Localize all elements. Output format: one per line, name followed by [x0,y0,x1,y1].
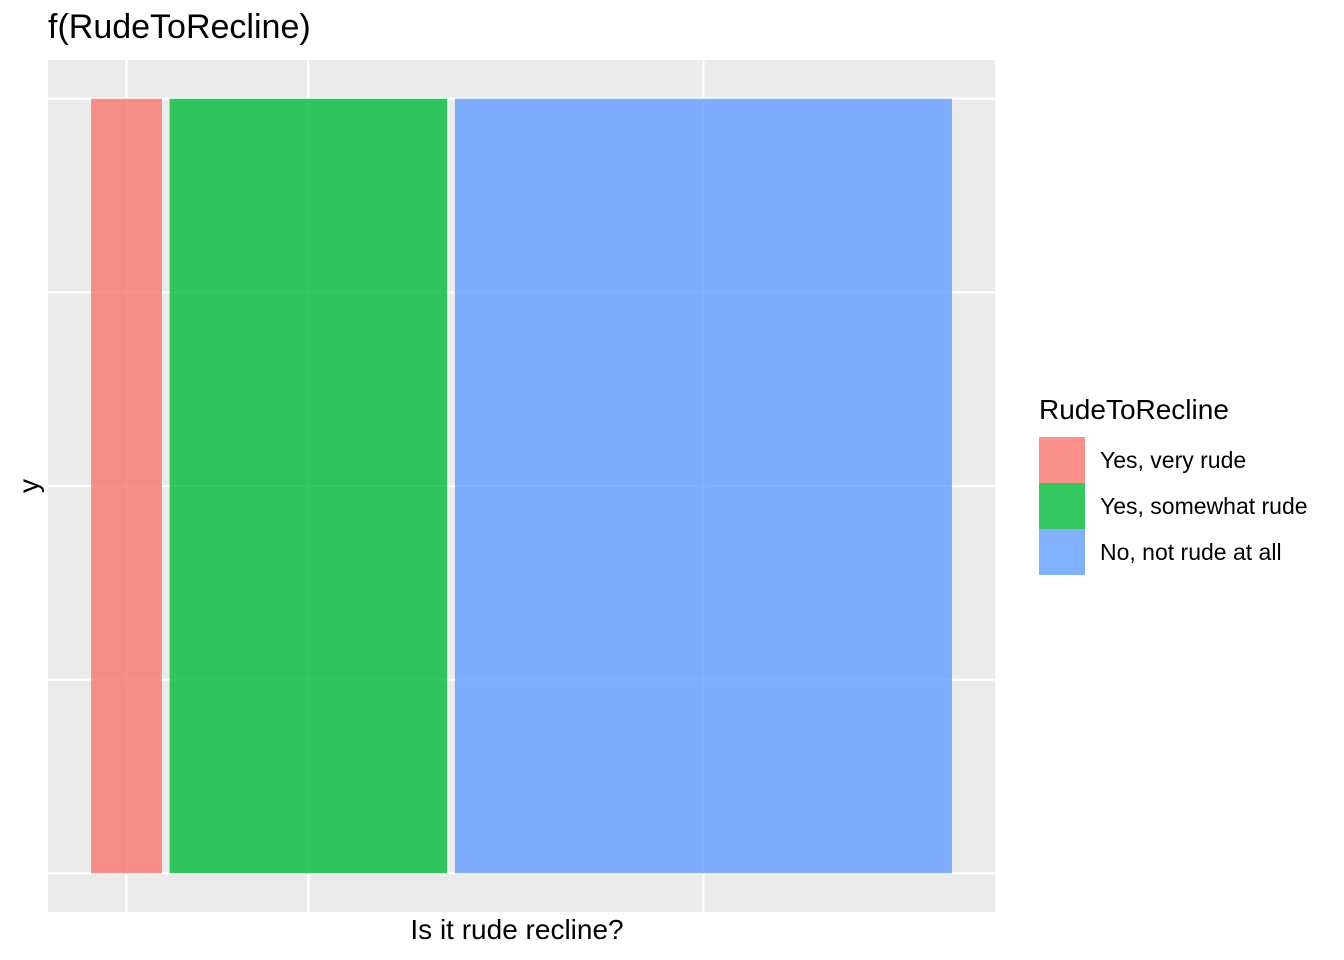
legend-keys: Yes, very rude Yes, somewhat rude No, not … [1039,437,1308,575]
legend-swatch [1039,529,1085,575]
chart-title: f(RudeToRecline) [48,8,311,46]
legend-swatch [1039,437,1085,483]
legend-label: No, not rude at all [1100,539,1282,565]
bar-yes-very-rude [91,98,162,874]
legend-swatch [1039,483,1085,529]
x-axis-title: Is it rude recline? [410,914,623,945]
legend: RudeToRecline Yes, very rude Yes, somewha… [1039,394,1308,575]
legend-title: RudeToRecline [1039,394,1229,425]
legend-label: Yes, very rude [1100,447,1246,473]
legend-label: Yes, somewhat rude [1100,493,1308,519]
bar-no-not-rude-at-all [454,98,952,874]
y-axis-title: y [13,479,44,493]
bars [91,98,952,874]
bar-yes-somewhat-rude [169,98,448,874]
